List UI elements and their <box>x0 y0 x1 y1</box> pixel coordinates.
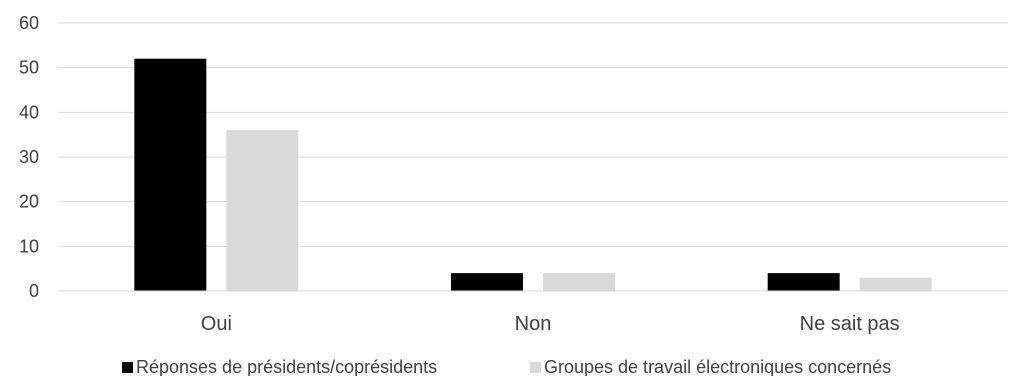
y-tick-label: 20 <box>19 192 39 212</box>
y-tick-label: 10 <box>19 236 39 256</box>
gridlines <box>58 22 1008 247</box>
bar-presidents-1 <box>451 273 523 291</box>
legend-label: Réponses de présidents/coprésidents <box>136 357 437 376</box>
bar-presidents-2 <box>767 273 840 291</box>
y-tick-label: 60 <box>19 13 39 33</box>
bar-groupes-0 <box>226 130 299 291</box>
bar-groupes-2 <box>859 277 932 291</box>
y-tick-label: 40 <box>19 102 39 122</box>
legend-swatch <box>530 362 541 373</box>
bar-groupes-1 <box>543 273 615 291</box>
legend-swatch <box>122 362 133 373</box>
legend-label: Groupes de travail électroniques concern… <box>544 357 891 376</box>
legend: Réponses de présidents/coprésidents Group… <box>122 357 891 376</box>
y-tick-label: 0 <box>29 281 39 301</box>
x-category-label: Oui <box>201 313 232 335</box>
y-tick-label: 30 <box>19 147 39 167</box>
x-category-label: Ne sait pas <box>800 313 900 335</box>
y-tick-label: 50 <box>19 58 39 78</box>
bars <box>134 58 932 291</box>
x-axis-categories: Oui Non Ne sait pas <box>201 313 900 335</box>
x-category-label: Non <box>515 313 552 335</box>
bar-presidents-0 <box>134 58 207 291</box>
y-axis-ticks: 0 10 20 30 40 50 60 <box>19 13 39 301</box>
